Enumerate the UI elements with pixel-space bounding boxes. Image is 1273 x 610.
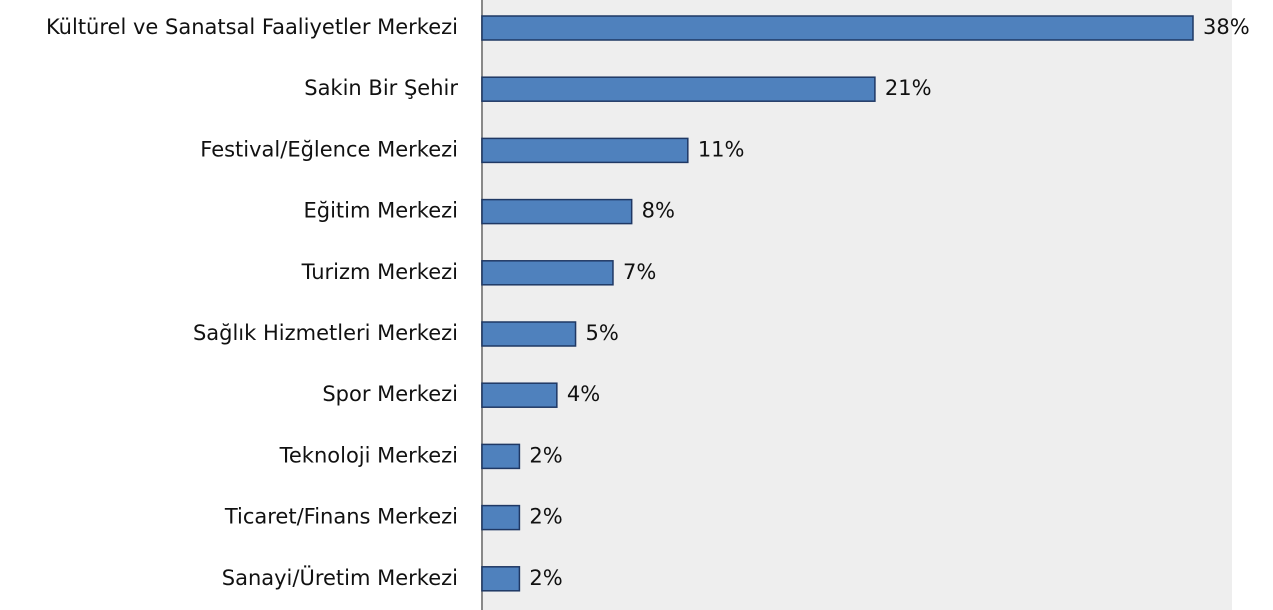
category-label: Sağlık Hizmetleri Merkezi: [193, 321, 458, 345]
bar: [481, 137, 689, 164]
value-label: 21%: [885, 76, 932, 100]
bar: [481, 76, 876, 102]
bar: [481, 260, 614, 286]
value-label: 8%: [642, 199, 675, 223]
bar: [481, 198, 633, 225]
category-label: Festival/Eğlence Merkezi: [200, 137, 458, 161]
value-label: 38%: [1203, 15, 1250, 39]
category-label: Teknoloji Merkezi: [279, 443, 458, 467]
bar: [481, 443, 521, 470]
category-label: Ticaret/Finans Merkezi: [224, 505, 458, 529]
category-label: Kültürel ve Sanatsal Faaliyetler Merkezi: [46, 15, 458, 39]
value-label: 2%: [529, 443, 562, 467]
bar: [481, 504, 521, 531]
category-label: Sanayi/Üretim Merkezi: [222, 565, 458, 590]
bar: [481, 321, 577, 347]
bar: [481, 15, 1194, 41]
value-label: 5%: [586, 321, 619, 345]
value-label: 11%: [698, 137, 745, 161]
category-label: Eğitim Merkezi: [304, 199, 459, 223]
category-label: Turizm Merkezi: [301, 260, 458, 284]
value-label: 2%: [529, 505, 562, 529]
value-label: 7%: [623, 260, 656, 284]
category-label: Spor Merkezi: [322, 382, 458, 406]
value-label: 2%: [529, 566, 562, 590]
category-label: Sakin Bir Şehir: [304, 76, 458, 100]
bar: [481, 566, 521, 592]
value-label: 4%: [567, 382, 600, 406]
bar: [481, 382, 558, 408]
